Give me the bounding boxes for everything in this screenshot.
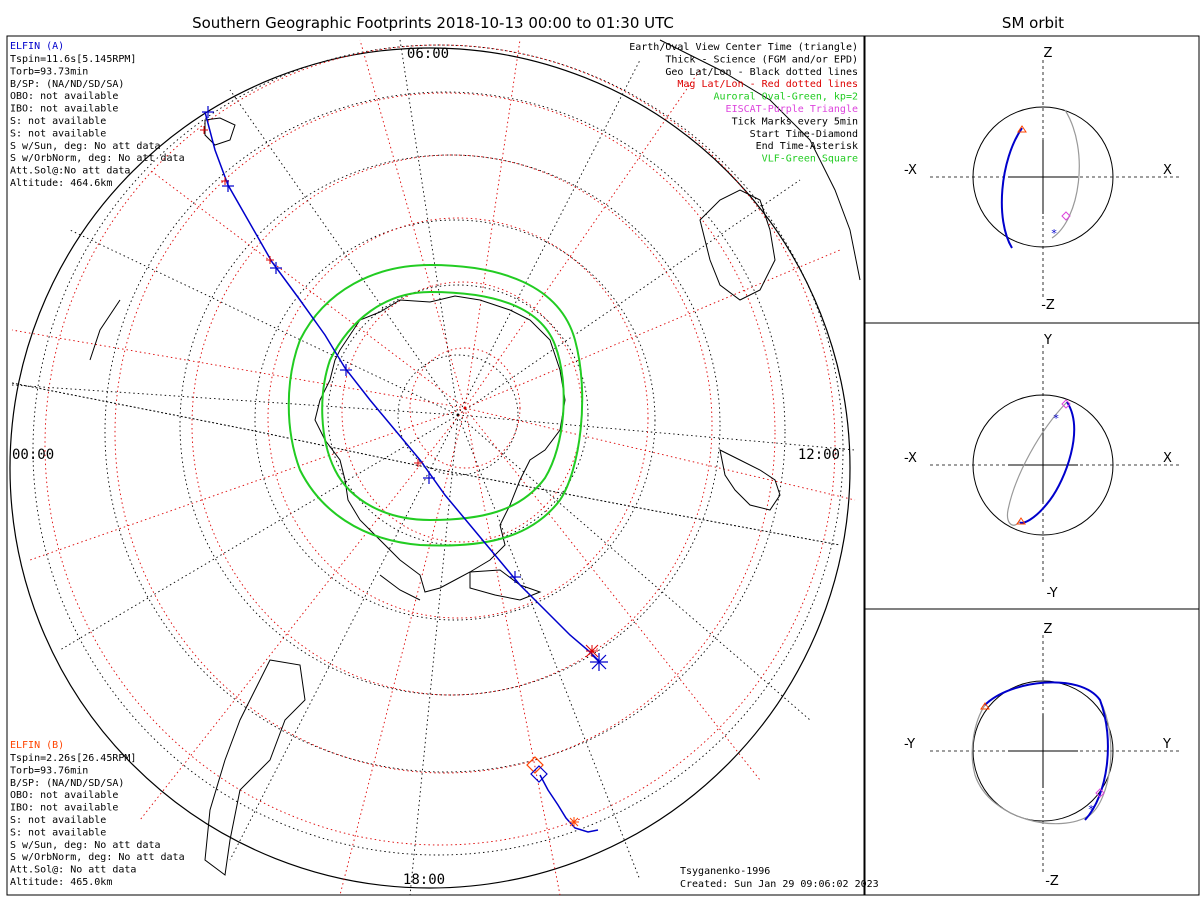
model-label: Tsyganenko-1996	[680, 866, 770, 877]
elfin-b-info-line: B/SP: (NA/ND/SD/SA)	[10, 778, 124, 789]
elfin-b-info-line: OBO: not available	[10, 790, 118, 801]
legend-entry: Auroral Oval-Green, kp=2	[714, 92, 859, 103]
elfin-b-info-line: S w/Sun, deg: No att data	[10, 840, 161, 851]
svg-text:*: *	[1051, 227, 1058, 240]
elfin-a-ticks	[202, 106, 608, 671]
terminator-line	[11, 382, 841, 546]
elfin-a-info-line: Altitude: 464.6km	[10, 178, 112, 189]
elfin-a-info-line: Att.Sol@:No att data	[10, 166, 130, 177]
legend-entry: End Time-Asterisk	[756, 141, 858, 152]
elfin-b-info: ELFIN (B) Tspin=2.26s[26.45RPM]Torb=93.76…	[10, 740, 185, 888]
elfin-b-name: ELFIN (B)	[10, 740, 64, 751]
mlt-label-right: 12:00	[798, 447, 840, 463]
legend-entry: Start Time-Diamond	[750, 129, 858, 140]
elfin-b-start-diamond	[526, 756, 544, 774]
elfin-a-red-ticks	[200, 126, 599, 658]
panel-xy: * Y -Y -X X	[904, 333, 1180, 601]
legend-entry: Mag Lat/Lon - Red dotted lines	[677, 79, 858, 90]
mlt-label-top: 06:00	[407, 46, 449, 62]
elfin-a-info-line: S w/OrbNorm, deg: No att data	[10, 153, 185, 164]
globe-limb	[9, 47, 851, 889]
legend-entry: Thick - Science (FGM and/or EPD)	[665, 54, 858, 65]
elfin-a-name: ELFIN (A)	[10, 41, 64, 52]
coastlines	[89, 39, 861, 876]
panel-yz-bottom: -Z	[1045, 874, 1059, 889]
geo-grid	[11, 39, 856, 895]
panel-xy-right: X	[1163, 451, 1172, 466]
elfin-a-info-line: Tspin=11.6s[5.145RPM]	[10, 54, 136, 65]
elfin-a-info-line: B/SP: (NA/ND/SD/SA)	[10, 79, 124, 90]
legend-entry: EISCAT-Purple Triangle	[726, 104, 858, 115]
elfin-b-info-line: S: not available	[10, 827, 106, 838]
legend-entry: VLF-Green Square	[762, 154, 858, 165]
panel-yz-right: Y	[1162, 737, 1171, 752]
panel-xy-top: Y	[1043, 333, 1052, 348]
panel-xz-left: -X	[904, 163, 917, 178]
elfin-a-info-line: S w/Sun, deg: No att data	[10, 141, 161, 152]
panel-xy-left: -X	[904, 451, 917, 466]
panel-xz-top: Z	[1044, 46, 1053, 61]
elfin-b-info-line: IBO: not available	[10, 803, 118, 814]
elfin-b-track	[539, 774, 599, 833]
elfin-a-track	[204, 111, 601, 663]
panel-yz: * Z -Z -Y Y	[904, 622, 1180, 889]
panel-xz-bottom: -Z	[1041, 298, 1055, 313]
auroral-ovals	[287, 263, 584, 547]
map-frame	[6, 35, 865, 896]
created-timestamp: Created: Sun Jan 29 09:06:02 2023	[680, 879, 879, 890]
elfin-b-info-line: Tspin=2.26s[26.45RPM]	[10, 753, 136, 764]
panel-xy-bottom: -Y	[1046, 586, 1057, 601]
map-legend: Earth/Oval View Center Time (triangle)Th…	[629, 42, 858, 165]
mlt-label-left: 00:00	[12, 447, 54, 463]
elfin-a-info-line: Torb=93.73min	[10, 66, 88, 77]
panel-xz: * Z -Z -X X	[904, 46, 1180, 313]
elfin-a-info: ELFIN (A) Tspin=11.6s[5.145RPM]Torb=93.73…	[10, 41, 185, 189]
legend-entry: Tick Marks every 5min	[732, 116, 858, 127]
elfin-b-info-line: Att.Sol@: No att data	[10, 865, 136, 876]
panel-xz-frame	[864, 35, 1200, 324]
legend-entry: Geo Lat/Lon - Black dotted lines	[665, 67, 858, 78]
panel-xy-frame	[864, 322, 1200, 610]
elfin-b-ticks	[569, 817, 579, 827]
panel-yz-top: Z	[1044, 622, 1053, 637]
mlt-label-bottom: 18:00	[403, 872, 445, 888]
svg-text:*: *	[1053, 412, 1060, 425]
elfin-b-info-line: S w/OrbNorm, deg: No att data	[10, 852, 185, 863]
mag-grid	[11, 39, 856, 895]
elfin-b-info-line: Altitude: 465.0km	[10, 877, 112, 888]
polar-map	[9, 39, 861, 895]
panel-yz-frame	[864, 608, 1200, 896]
panel-xz-right: X	[1163, 163, 1172, 178]
svg-text:*: *	[1088, 803, 1095, 816]
elfin-b-info-line: S: not available	[10, 815, 106, 826]
elfin-a-info-line: OBO: not available	[10, 91, 118, 102]
legend-entry: Earth/Oval View Center Time (triangle)	[629, 42, 858, 53]
elfin-a-info-line: S: not available	[10, 116, 106, 127]
sm-orbit-title: SM orbit	[1001, 14, 1065, 32]
panel-yz-left: -Y	[904, 737, 915, 752]
elfin-b-info-line: Torb=93.76min	[10, 765, 88, 776]
map-title: Southern Geographic Footprints 2018-10-1…	[192, 14, 674, 32]
elfin-a-start-diamond	[530, 765, 548, 783]
elfin-a-info-line: IBO: not available	[10, 104, 118, 115]
elfin-a-info-line: S: not available	[10, 128, 106, 139]
